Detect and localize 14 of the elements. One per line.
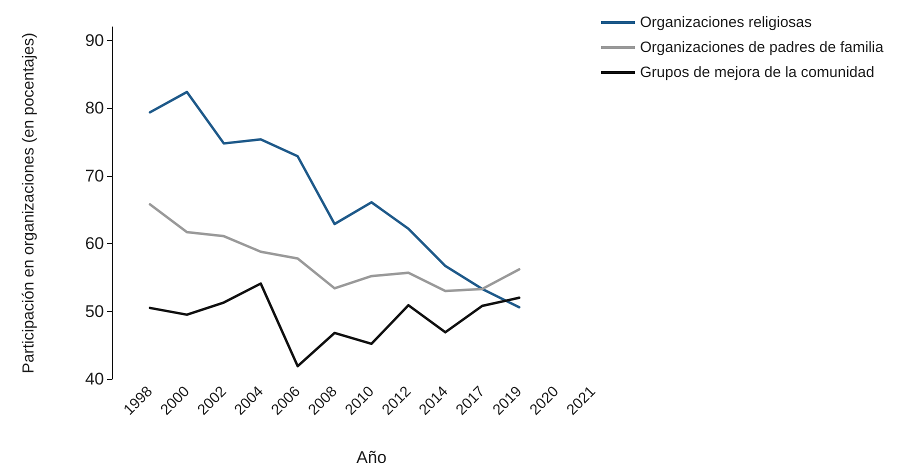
line-series [148, 203, 520, 292]
y-tick-label: 70 [85, 166, 104, 186]
y-tick-label: 80 [85, 98, 104, 118]
y-tick-label: 50 [85, 302, 104, 321]
x-axis-title: Año [356, 448, 387, 467]
y-tick-label: 60 [85, 234, 104, 254]
line-series [148, 282, 520, 368]
legend-label: Organizaciones de padres de familia [640, 39, 884, 56]
legend-label: Organizaciones religiosas [640, 14, 812, 31]
y-axis-title: Participación en organizaciones (en pocentajes) [20, 32, 38, 374]
line-series [148, 90, 520, 308]
y-tick-label: 40 [85, 370, 104, 388]
legend-label: Grupos de mejora de la comunidad [640, 64, 874, 81]
y-tick-label: 90 [85, 31, 104, 50]
